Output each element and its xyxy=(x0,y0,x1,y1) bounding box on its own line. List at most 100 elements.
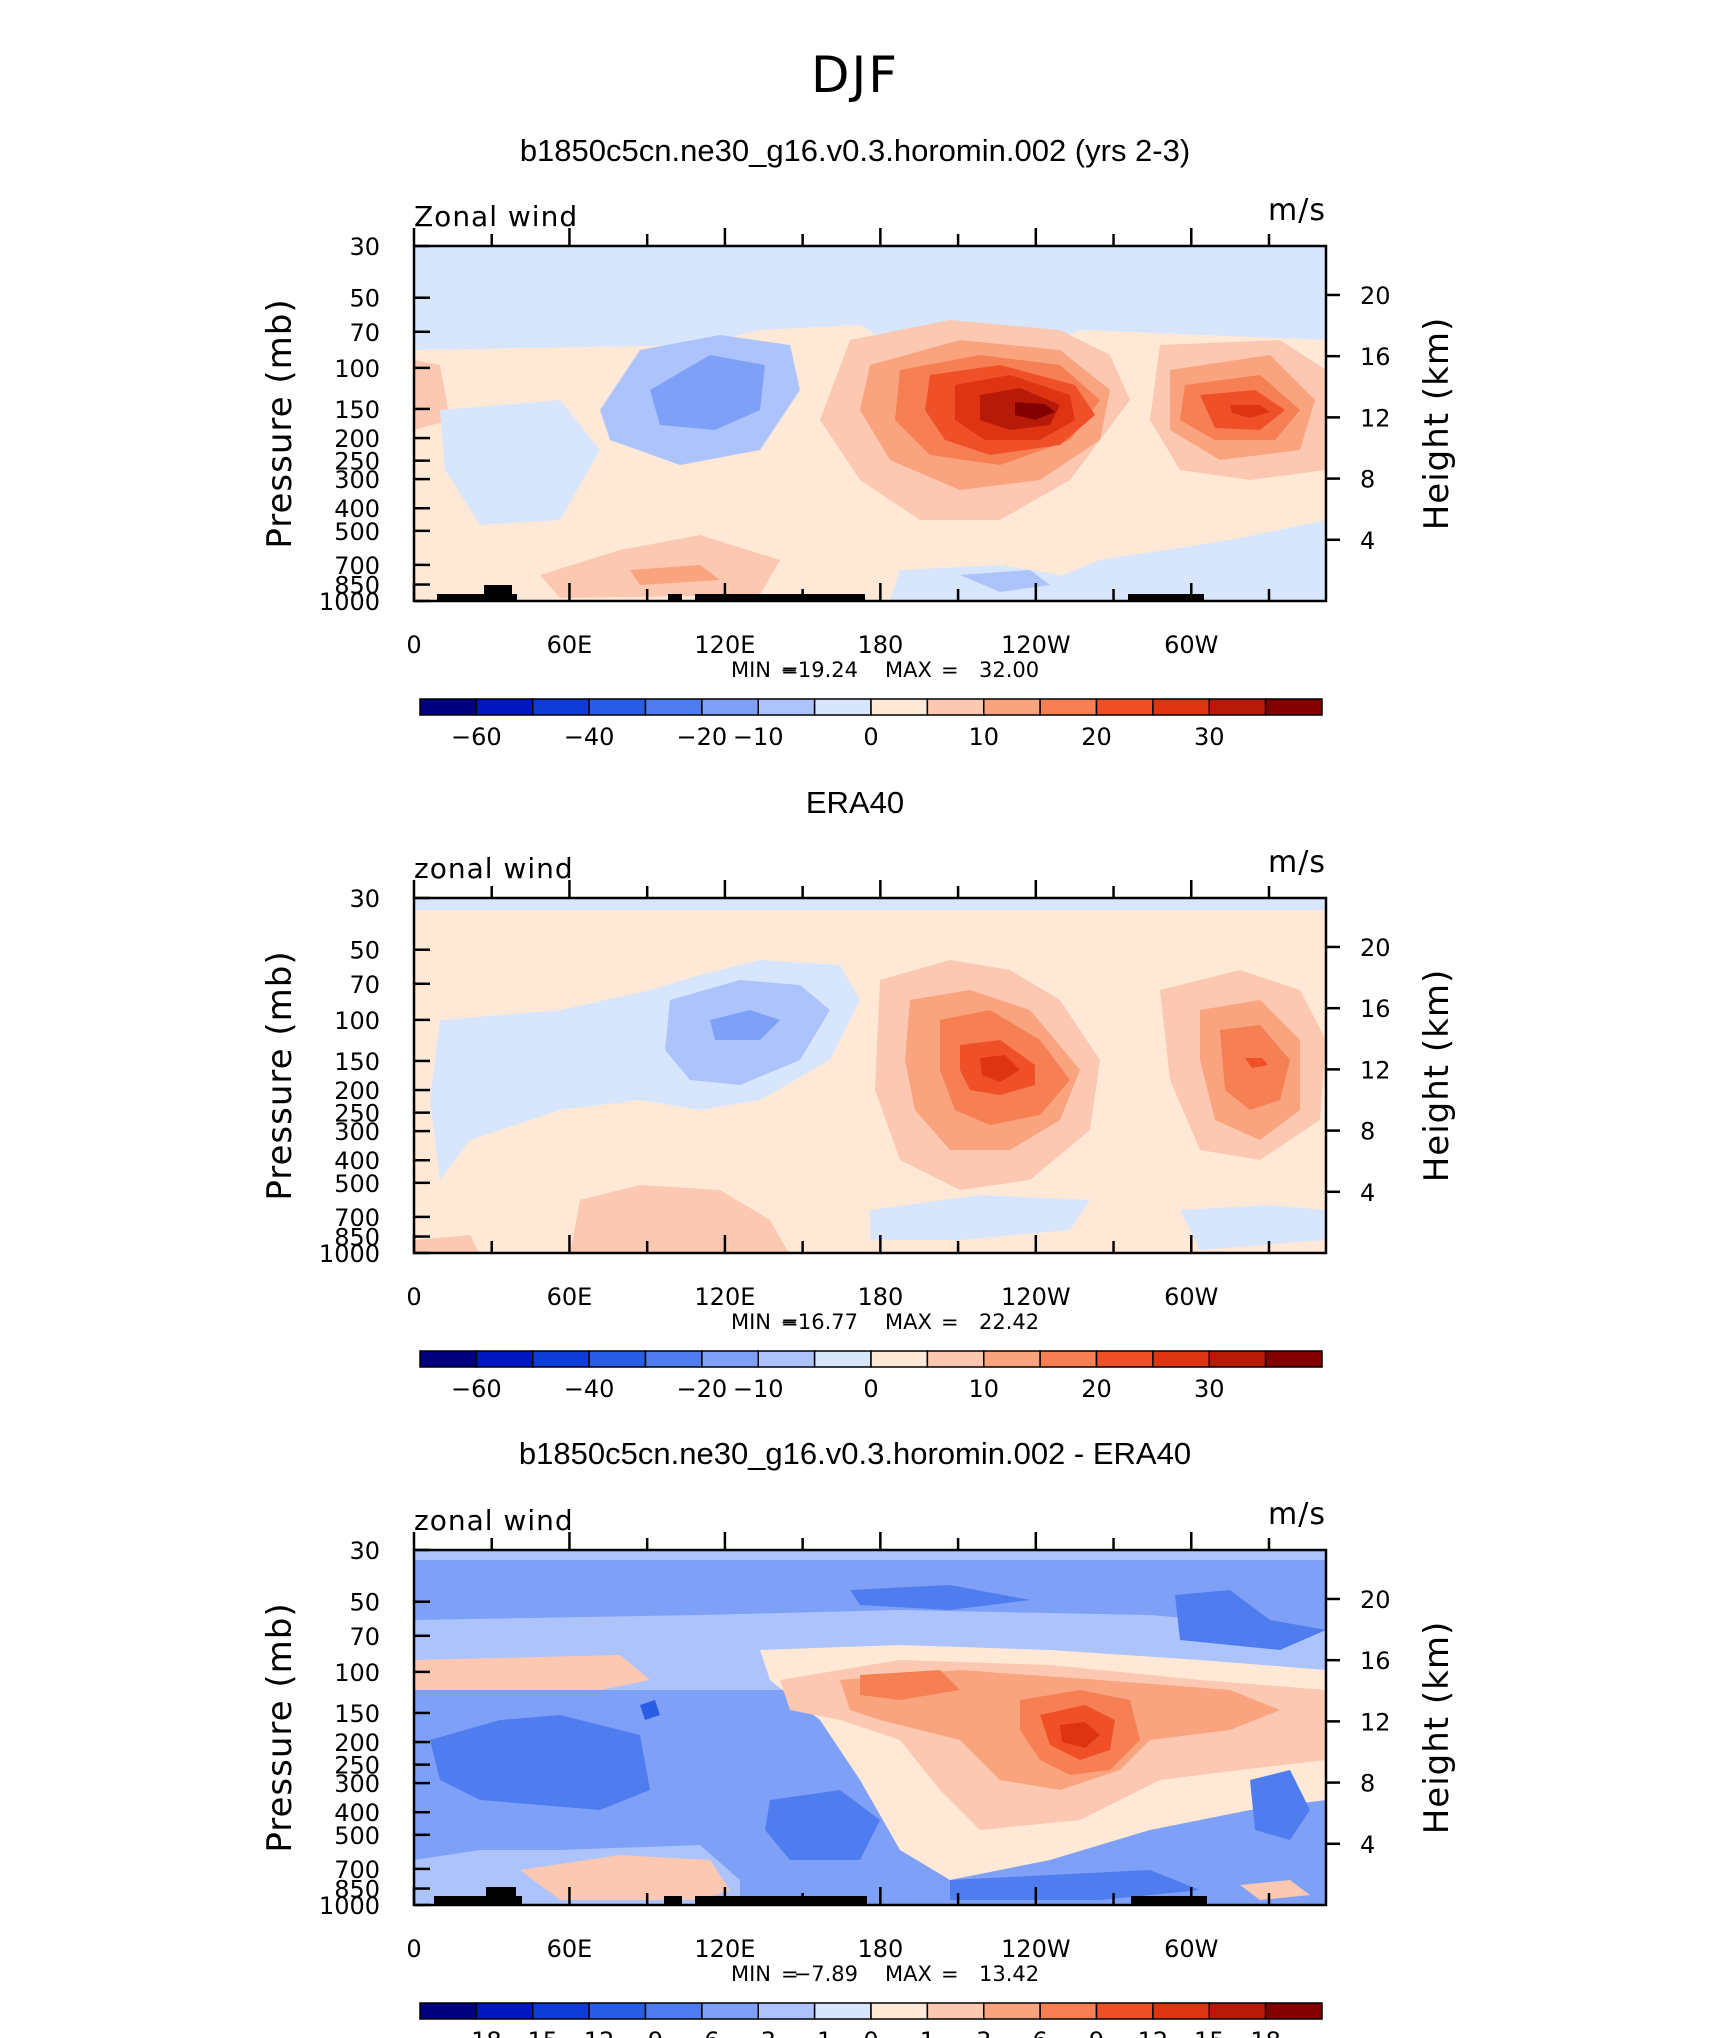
colorbar-swatch xyxy=(926,2002,985,2020)
stats-min-value: −16.77 xyxy=(780,1310,858,1334)
x-tick-label: 120E xyxy=(694,1935,755,1963)
y-tick-label: 700 xyxy=(334,1204,380,1232)
colorbar-swatch xyxy=(588,2002,647,2020)
colorbar-label: 1 xyxy=(920,2027,935,2038)
y-tick-label: 700 xyxy=(334,552,380,580)
colorbar-swatch xyxy=(1095,2002,1154,2020)
colorbar-label: 9 xyxy=(1089,2027,1104,2038)
colorbar-label: 18 xyxy=(1250,2027,1281,2038)
colorbar-swatch xyxy=(1152,1350,1210,1368)
colorbar-swatch xyxy=(870,698,929,716)
y-tick-label: 250 xyxy=(334,448,380,476)
stats-max-label: MAX xyxy=(885,1962,932,1986)
x-tick-label: 180 xyxy=(857,631,903,659)
y-tick-label: 250 xyxy=(334,1100,380,1128)
stats-min-eq: = xyxy=(781,1962,799,1986)
y-tick-label: 100 xyxy=(334,1007,380,1035)
y-tick-label: 300 xyxy=(334,1770,380,1798)
figure-title: DJF xyxy=(810,46,899,104)
y-tick-label: 100 xyxy=(334,355,380,383)
y-tick-label: 30 xyxy=(349,885,380,913)
panel-1-title: b1850c5cn.ne30_g16.v0.3.horomin.002 (yrs… xyxy=(519,133,1191,168)
y-tick-label: 30 xyxy=(349,1537,380,1565)
height-tick-label: 4 xyxy=(1360,1831,1375,1859)
y-tick-label: 500 xyxy=(334,1822,380,1850)
colorbar-label: −12 xyxy=(564,2027,615,2038)
y-tick-label: 400 xyxy=(334,495,380,523)
y-tick-label: 50 xyxy=(349,285,380,313)
y-tick-label: 200 xyxy=(334,425,380,453)
y-tick-label: 200 xyxy=(334,1077,380,1105)
x-tick-label: 60E xyxy=(547,1935,593,1963)
height-tick-label: 20 xyxy=(1360,282,1391,310)
height-tick-label: 16 xyxy=(1360,995,1391,1023)
panel-1-field xyxy=(414,246,1326,601)
y-tick-label: 300 xyxy=(334,466,380,494)
colorbar-swatch xyxy=(1208,698,1267,716)
height-tick-label: 8 xyxy=(1360,1118,1375,1146)
panel-1-units-label: m/s xyxy=(1268,193,1326,228)
height-tick-label: 16 xyxy=(1360,1647,1391,1675)
colorbar-swatch xyxy=(644,2002,703,2020)
colorbar-label: −20 xyxy=(677,1375,728,1403)
colorbar-swatch xyxy=(983,698,1041,716)
colorbar-swatch xyxy=(1152,698,1210,716)
colorbar-label: 6 xyxy=(1032,2027,1047,2038)
stats-max-label: MAX xyxy=(885,1310,932,1334)
colorbar-swatch xyxy=(588,698,647,716)
colorbar-swatch xyxy=(1264,698,1323,716)
y-tick-label: 150 xyxy=(334,396,380,424)
colorbar-label: −40 xyxy=(564,1375,615,1403)
y-tick-label: 70 xyxy=(349,971,380,999)
colorbar-label: −18 xyxy=(451,2027,502,2038)
colorbar-swatch xyxy=(983,2002,1041,2020)
colorbar-swatch xyxy=(532,698,590,716)
colorbar-label: 12 xyxy=(1138,2027,1169,2038)
panel-3-title: b1850c5cn.ne30_g16.v0.3.horomin.002 - ER… xyxy=(518,1436,1192,1471)
stats-max-label: MAX xyxy=(885,658,932,682)
colorbar-label: −60 xyxy=(451,1375,502,1403)
colorbar-label: 10 xyxy=(968,723,999,751)
y-tick-label: 150 xyxy=(334,1700,380,1728)
height-tick-label: 12 xyxy=(1360,404,1391,432)
colorbar-swatch xyxy=(1264,1350,1323,1368)
colorbar-label: −20 xyxy=(677,723,728,751)
panel-2-colorbar: −60 −40 −20 −10 0 10 20 30 xyxy=(419,1350,1323,1403)
stats-min-label: MIN xyxy=(731,1310,771,1334)
panel-3-axes: zonal wind m/s305070100150200250300400500… xyxy=(260,1497,1457,1986)
x-tick-label: 120W xyxy=(1001,631,1071,659)
height-tick-label: 20 xyxy=(1360,1586,1391,1614)
x-tick-label: 60W xyxy=(1164,631,1218,659)
stats-max-eq: = xyxy=(941,658,959,682)
y-tick-label: 50 xyxy=(349,1589,380,1617)
stats-min-label: MIN xyxy=(731,1962,771,1986)
y-tick-label: 850 xyxy=(334,1876,380,1904)
colorbar-swatch xyxy=(1039,1350,1098,1368)
colorbar-label: −3 xyxy=(741,2027,776,2038)
colorbar-swatch xyxy=(532,1350,590,1368)
height-tick-label: 12 xyxy=(1360,1708,1391,1736)
colorbar-swatch xyxy=(1039,698,1098,716)
colorbar-swatch xyxy=(1208,2002,1267,2020)
colorbar-label: −9 xyxy=(628,2027,663,2038)
panel-3-frame xyxy=(412,1548,1328,1907)
stats-min-eq: = xyxy=(781,658,799,682)
colorbar-swatch xyxy=(644,698,703,716)
colorbar-label: −60 xyxy=(451,723,502,751)
height-tick-label: 8 xyxy=(1360,466,1375,494)
colorbar-label: 20 xyxy=(1081,723,1112,751)
colorbar-swatch xyxy=(475,2002,534,2020)
height-axis-title: Height (km) xyxy=(1417,969,1457,1183)
colorbar-swatch xyxy=(870,1350,929,1368)
colorbar-swatch xyxy=(701,698,759,716)
stats-max-value: 13.42 xyxy=(979,1962,1039,1986)
y-tick-label: 850 xyxy=(334,572,380,600)
colorbar-label: 20 xyxy=(1081,1375,1112,1403)
stats-max-value: 22.42 xyxy=(979,1310,1039,1334)
colorbar-swatch xyxy=(926,1350,985,1368)
y-tick-label: 700 xyxy=(334,1856,380,1884)
x-tick-label: 180 xyxy=(857,1935,903,1963)
x-tick-label: 60W xyxy=(1164,1283,1218,1311)
x-tick-label: 180 xyxy=(857,1283,903,1311)
